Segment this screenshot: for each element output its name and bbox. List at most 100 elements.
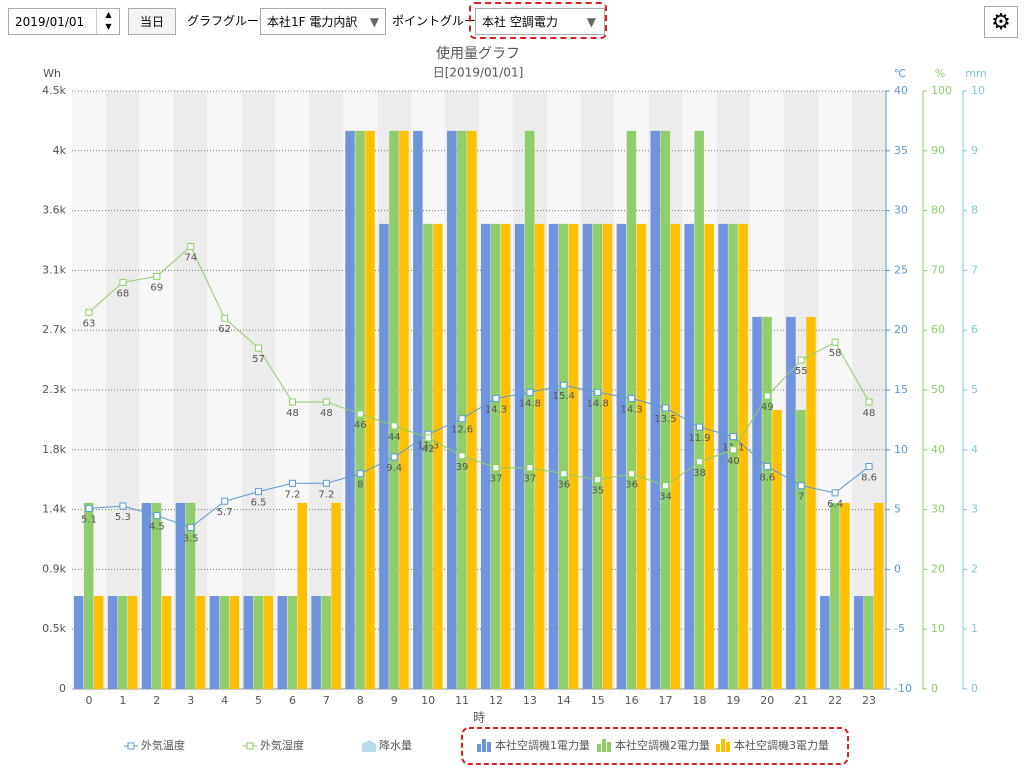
bar [490,223,501,689]
data-label: 48 [320,408,333,419]
data-label: 46 [354,420,367,431]
y-tick-label: 4.5k [42,84,66,97]
point [390,453,398,461]
bar [433,223,443,689]
legend-swatch [726,742,730,752]
point [153,272,161,280]
point [255,488,263,496]
data-label: 7.2 [318,489,334,500]
bar [457,130,467,689]
bar [602,223,613,689]
point [628,470,636,478]
y4-tick-label: 5 [971,383,978,396]
bar [660,130,671,689]
point-group-select[interactable]: 本社 空調電力 ▼ [475,8,605,35]
data-label: 8.6 [759,473,775,484]
bar [93,595,104,689]
point [526,388,534,396]
bar [524,130,535,689]
y3-tick-label: 40 [931,443,945,456]
bar [840,502,850,689]
bar [738,223,748,689]
y-tick-label: 1.4k [42,503,66,516]
bar [311,595,321,689]
date-input[interactable]: 2019/01/01 [8,8,120,35]
bar [830,502,840,689]
today-button[interactable]: 当日 [128,8,176,35]
data-label: 8 [357,480,363,491]
bar [514,223,525,689]
date-spinner[interactable]: ▲ ▼ [96,9,120,34]
data-label: 37 [524,474,537,485]
bar [161,595,172,689]
bar [243,595,254,689]
y-tick-label: 3.6k [42,204,66,217]
data-label: 15.4 [553,391,575,402]
legend-swatch [721,739,725,752]
data-label: 4.5 [149,522,165,533]
x-tick-label: 4 [221,694,228,707]
point [560,470,568,478]
y2-tick-label: 35 [894,144,908,157]
column-stripe [173,91,208,689]
legend-swatch [127,742,135,750]
column-stripe [139,91,174,689]
legend-label: 降水量 [379,738,412,752]
column-stripe [852,91,886,689]
point [492,464,500,472]
data-label: 14.3 [620,404,642,415]
y4-tick-label: 9 [971,144,978,157]
point [458,452,466,460]
data-label: 38 [693,468,706,479]
x-tick-label: 0 [85,694,92,707]
date-text: 2019/01/01 [15,14,85,29]
point-group-text: 本社 空調電力 [482,15,558,29]
bar [762,316,772,689]
point [763,392,771,400]
column-stripe [716,91,751,689]
y-tick-label: 2.3k [42,383,66,396]
bar [650,130,661,689]
point [119,502,127,510]
point [763,463,771,471]
graph-group-text: 本社1F 電力内訳 [267,15,358,29]
graph-group-select[interactable]: 本社1F 電力内訳 ▼ [260,8,386,35]
bar [399,130,409,689]
x-tick-label: 12 [489,694,503,707]
x-tick-label: 22 [828,694,842,707]
point [594,476,602,484]
data-label: 14.3 [485,404,507,415]
column-stripe [682,91,717,689]
bar [447,130,457,689]
x-tick-label: 18 [692,694,706,707]
data-label: 7 [798,492,804,503]
graph-group-label: グラフグループ: [187,14,275,28]
data-label: 69 [150,282,163,293]
y-tick-label: 1.8k [42,443,66,456]
y2-tick-label: -10 [894,682,912,695]
bar [287,595,297,689]
settings-button[interactable]: ⚙ [984,6,1018,38]
column-stripe [818,91,853,689]
y4-tick-label: 10 [971,84,985,97]
point [424,430,432,438]
bar [772,409,782,689]
column-stripe [512,91,547,689]
legend-swatch [477,744,481,752]
legend-swatch [482,739,486,752]
x-tick-label: 3 [187,694,194,707]
column-stripe [411,91,446,689]
data-label: 13.5 [654,414,676,425]
legend-label: 本社空調機3電力量 [734,738,829,752]
data-label: 42 [422,444,435,455]
y-tick-label: 4k [53,144,67,157]
point [594,388,602,396]
bar [684,223,694,689]
y3-tick-label: 90 [931,144,945,157]
bar [592,223,603,689]
y3-tick-label: 100 [931,84,952,97]
data-label: 11.1 [722,443,744,454]
bar [185,502,196,689]
data-label: 5.1 [81,514,97,525]
